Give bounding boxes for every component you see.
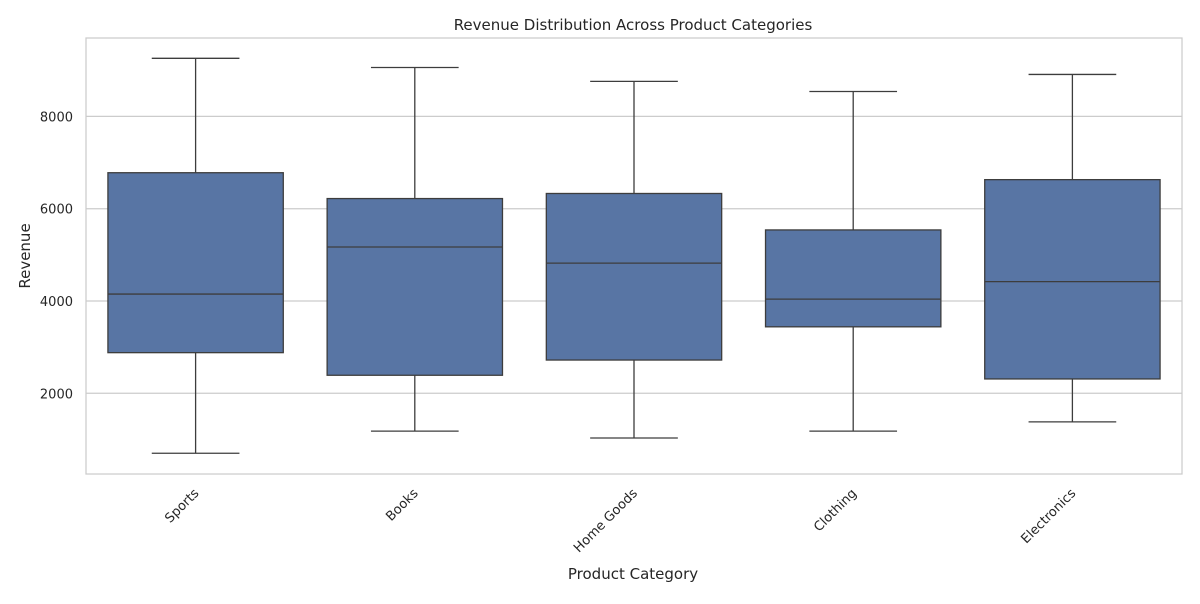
x-tick-label: Home Goods bbox=[571, 486, 641, 556]
y-tick-label: 2000 bbox=[40, 387, 73, 402]
box-iqr bbox=[107, 172, 284, 354]
box-iqr bbox=[984, 178, 1161, 380]
plot-frame bbox=[85, 37, 1183, 475]
box-group-clothing bbox=[764, 90, 942, 432]
x-tick-label: Books bbox=[383, 486, 421, 524]
chart-title: Revenue Distribution Across Product Cate… bbox=[454, 16, 813, 34]
box-group-books bbox=[326, 66, 504, 432]
box-group-sports bbox=[107, 57, 284, 454]
box-iqr bbox=[764, 229, 942, 328]
x-axis-ticks: Sports Books Home Goods Clothing Electronics bbox=[162, 486, 1079, 556]
y-tick-label: 6000 bbox=[40, 203, 73, 218]
box-iqr bbox=[326, 197, 504, 376]
x-tick-label: Electronics bbox=[1019, 486, 1080, 547]
y-axis-ticks: 2000 4000 6000 8000 bbox=[40, 110, 73, 402]
box-group-electronics bbox=[984, 73, 1161, 423]
y-tick-label: 4000 bbox=[40, 295, 73, 310]
x-axis-label: Product Category bbox=[568, 565, 698, 583]
box-iqr bbox=[545, 192, 723, 361]
x-tick-label: Sports bbox=[162, 486, 202, 526]
y-axis-label: Revenue bbox=[16, 223, 34, 288]
box-series bbox=[107, 57, 1161, 454]
x-tick-label: Clothing bbox=[811, 486, 860, 535]
box-group-home-goods bbox=[545, 80, 723, 439]
y-tick-label: 8000 bbox=[40, 110, 73, 125]
